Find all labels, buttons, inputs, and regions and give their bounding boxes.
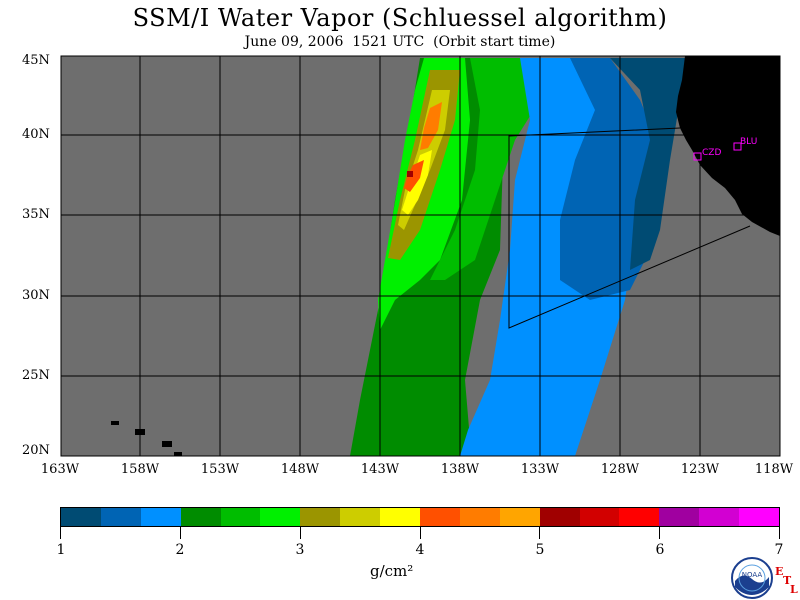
noaa-logo: NOAA bbox=[731, 557, 773, 599]
station-marker-czd bbox=[693, 152, 702, 161]
colorbar-tick bbox=[60, 527, 61, 539]
colorbar-segment-5 bbox=[220, 508, 261, 526]
colorbar-label-5: 5 bbox=[535, 542, 545, 558]
swath bbox=[350, 58, 685, 456]
coastline-land bbox=[676, 56, 780, 236]
map-title: SSM/I Water Vapor (Schluessel algorithm) bbox=[132, 4, 668, 32]
colorbar-segment-15 bbox=[619, 508, 660, 526]
colorbar-tick bbox=[659, 527, 661, 539]
swath-band-blue-dark bbox=[610, 58, 685, 270]
colorbar-label-2: 2 bbox=[175, 542, 185, 558]
colorbar-segment-4 bbox=[180, 508, 221, 526]
lon-label-128w: 128W bbox=[600, 462, 640, 477]
lon-label-133w: 133W bbox=[520, 462, 560, 477]
colorbar-label-7: 7 bbox=[774, 542, 784, 558]
colorbar-segment-2 bbox=[100, 508, 141, 526]
station-label-czd: CZD bbox=[702, 148, 722, 158]
colorbar-ticks bbox=[60, 527, 780, 541]
colorbar-segment-3 bbox=[140, 508, 181, 526]
colorbar-tick bbox=[419, 527, 421, 539]
graticule bbox=[61, 56, 780, 456]
colorbar-segment-10 bbox=[420, 508, 460, 526]
colorbar-segment-8 bbox=[340, 508, 381, 526]
lon-label-148w: 148W bbox=[280, 462, 320, 477]
lat-label-35n: 35N bbox=[22, 207, 50, 222]
colorbar-segment-7 bbox=[300, 508, 341, 526]
colorbar-segment-14 bbox=[579, 508, 620, 526]
colorbar-tick bbox=[179, 527, 181, 539]
colorbar bbox=[60, 507, 780, 527]
island-hawaii-4 bbox=[174, 452, 182, 456]
colorbar-tick bbox=[299, 527, 301, 539]
island-hawaii-3 bbox=[162, 441, 172, 447]
lon-label-143w: 143W bbox=[360, 462, 400, 477]
station-marker-blu bbox=[733, 142, 742, 151]
colorbar-segment-6 bbox=[260, 508, 301, 526]
colorbar-segment-18 bbox=[739, 508, 780, 526]
lat-label-25n: 25N bbox=[22, 368, 50, 383]
colorbar-label-1: 1 bbox=[56, 542, 66, 558]
region-outline bbox=[508, 127, 751, 329]
colorbar-label-4: 4 bbox=[415, 542, 425, 558]
swath-band-yellow bbox=[402, 150, 432, 215]
map-subtitle: June 09, 2006 1521 UTC (Orbit start time… bbox=[244, 34, 556, 50]
station-label-blu: BLU bbox=[740, 137, 758, 147]
colorbar-segment-9 bbox=[380, 508, 421, 526]
lat-label-20n: 20N bbox=[22, 443, 50, 458]
colorbar-tick bbox=[539, 527, 541, 539]
swath-band-red-orange bbox=[404, 160, 424, 192]
etl-letter-e: E bbox=[775, 565, 784, 578]
lon-label-153w: 153W bbox=[200, 462, 240, 477]
water-vapor-map bbox=[60, 55, 781, 457]
colorbar-segment-1 bbox=[61, 508, 101, 526]
noaa-logo-text: NOAA bbox=[742, 571, 763, 579]
lon-label-138w: 138W bbox=[440, 462, 480, 477]
swath-band-green-mid bbox=[430, 58, 540, 280]
lon-label-163w: 163W bbox=[40, 462, 80, 477]
colorbar-tick bbox=[779, 527, 780, 539]
colorbar-unit: g/cm² bbox=[370, 562, 414, 580]
island-hawaii-1 bbox=[111, 421, 119, 425]
colorbar-segment-12 bbox=[499, 508, 540, 526]
colorbar-label-3: 3 bbox=[295, 542, 305, 558]
lat-label-45n: 45N bbox=[22, 53, 50, 68]
swath-band-dark-red bbox=[407, 171, 413, 177]
swath-band-orange bbox=[420, 102, 442, 150]
colorbar-segment-11 bbox=[459, 508, 500, 526]
etl-letter-l: L bbox=[790, 583, 798, 596]
etl-letter-t: T bbox=[783, 574, 792, 587]
lon-label-123w: 123W bbox=[680, 462, 720, 477]
colorbar-segment-17 bbox=[699, 508, 740, 526]
lon-label-158w: 158W bbox=[120, 462, 160, 477]
map-frame bbox=[60, 55, 781, 457]
lat-label-30n: 30N bbox=[22, 288, 50, 303]
colorbar-segment-13 bbox=[539, 508, 580, 526]
colorbar-label-6: 6 bbox=[655, 542, 665, 558]
lat-label-40n: 40N bbox=[22, 127, 50, 142]
colorbar-segment-16 bbox=[659, 508, 700, 526]
lon-label-118w: 118W bbox=[754, 462, 794, 477]
